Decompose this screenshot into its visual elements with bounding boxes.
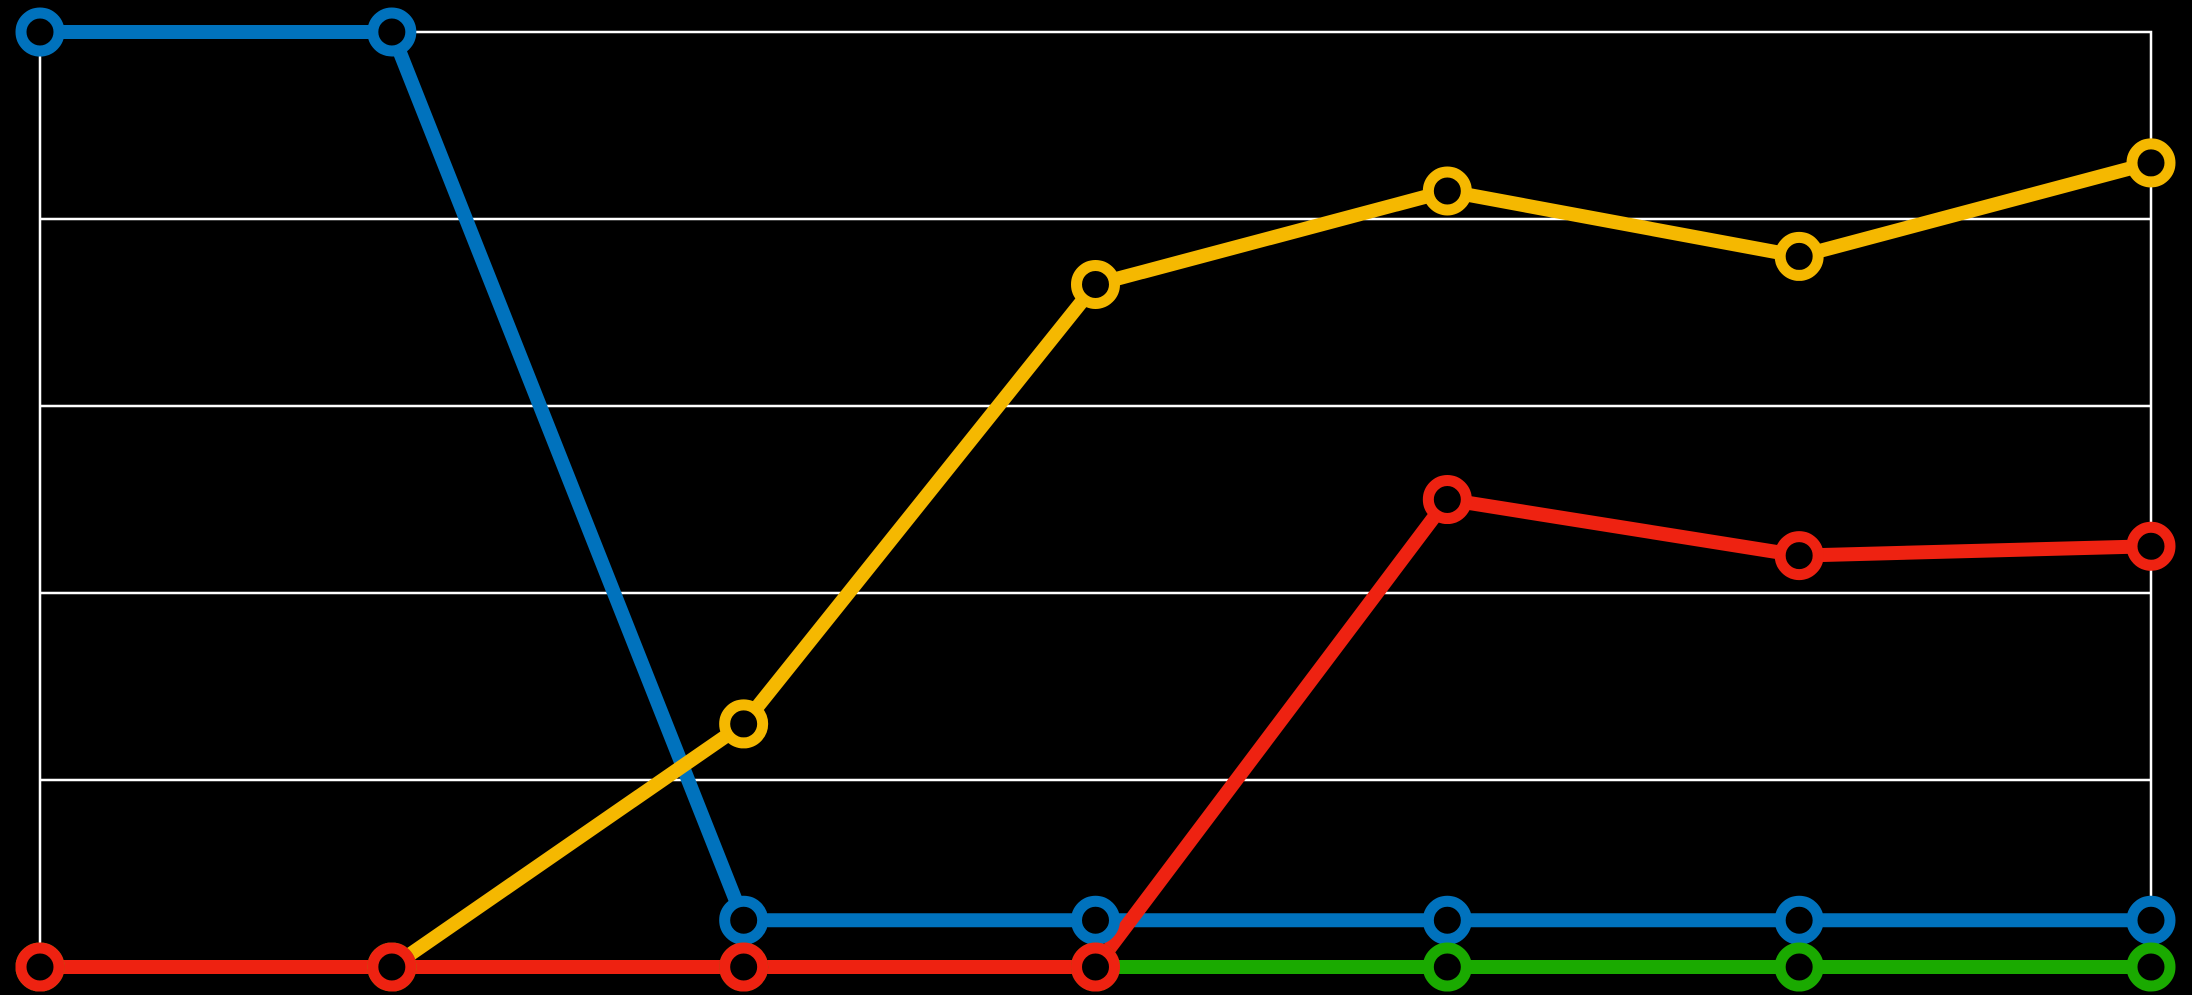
data-point [1071,942,1120,992]
plot-frame [38,30,2153,969]
data-point [15,942,65,992]
data-point [1071,895,1120,945]
data-point [1774,895,1824,945]
data-point [15,7,65,57]
data-point [719,942,769,992]
data-point [367,942,417,992]
data-point [1774,942,1824,992]
series-markers [15,7,2176,992]
data-point [2126,942,2176,992]
data-point [1422,166,1472,216]
series-lines [40,25,2153,974]
series-line-1 [40,25,2151,928]
data-point [719,699,769,749]
data-point [1422,475,1472,524]
data-point [2126,138,2176,188]
grid [38,30,2153,969]
data-point [367,7,417,57]
data-point [1071,259,1120,309]
data-point [2126,521,2176,571]
data-point [1422,942,1472,992]
data-point [2126,895,2176,945]
data-point [1774,231,1824,281]
data-point [1422,895,1472,945]
data-point [719,895,769,945]
data-point [1774,531,1824,581]
